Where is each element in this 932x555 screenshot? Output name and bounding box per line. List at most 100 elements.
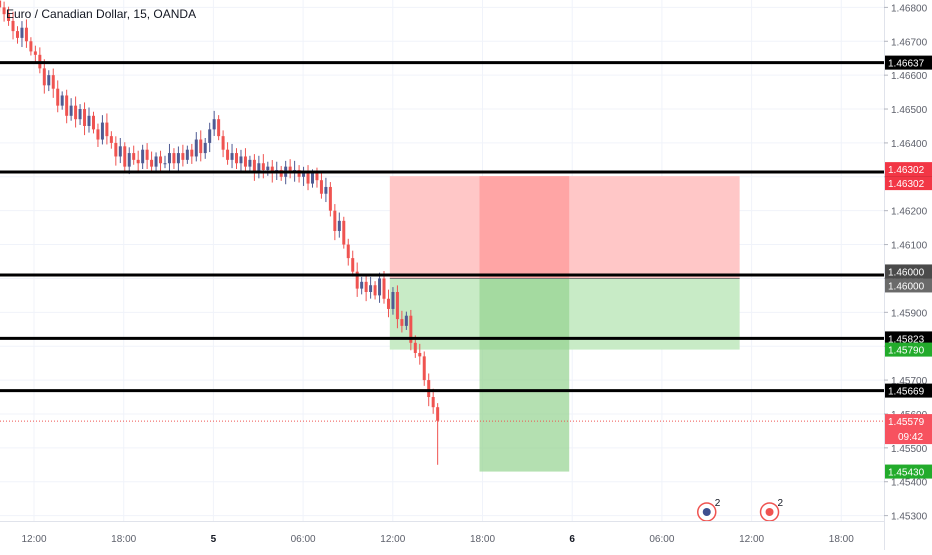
y-tick-label: 1.46600 xyxy=(891,71,928,82)
candle-body xyxy=(418,352,422,357)
candle-body xyxy=(342,220,346,245)
candle-body xyxy=(132,153,136,160)
target-price-badge xyxy=(885,464,932,479)
x-tick-label: 18:00 xyxy=(111,534,136,545)
candle-body xyxy=(422,356,426,381)
event-count: 2 xyxy=(778,498,784,509)
candle-body xyxy=(382,278,386,299)
candle-body xyxy=(0,0,2,8)
candle-body xyxy=(319,180,323,194)
candle-body xyxy=(91,115,95,130)
y-tick-label: 1.46700 xyxy=(891,37,928,48)
candle-body xyxy=(7,14,11,21)
candle-body xyxy=(310,173,314,184)
candle-body xyxy=(355,271,359,289)
candle-body xyxy=(199,139,203,154)
x-tick-label: 12:00 xyxy=(21,534,46,545)
target-price-badge-label: 1.45790 xyxy=(888,346,925,357)
candle-body xyxy=(386,298,390,309)
candle-body xyxy=(413,342,417,353)
y-tick-label: 1.46200 xyxy=(891,207,928,218)
candle-body xyxy=(163,163,167,165)
target-price-badge xyxy=(885,342,932,357)
short-position-2-target-zone xyxy=(479,278,570,472)
candle-body xyxy=(257,163,261,174)
candle-body xyxy=(181,153,185,160)
candle-body xyxy=(105,122,109,137)
candle-body xyxy=(100,122,104,140)
candle-body xyxy=(87,115,91,126)
candle-body xyxy=(136,159,140,164)
candle-body xyxy=(83,109,87,126)
candle-body xyxy=(2,7,6,15)
candle-body xyxy=(400,319,404,326)
candle-body xyxy=(436,407,440,421)
candle-body xyxy=(252,159,256,174)
candle-body xyxy=(203,142,207,154)
stop-price-badge xyxy=(885,162,932,177)
current-price-badge xyxy=(885,414,932,445)
candle-body xyxy=(351,258,355,272)
chart-title: Euro / Canadian Dollar, 15, OANDA xyxy=(6,7,197,21)
y-tick-label: 1.45700 xyxy=(891,376,928,387)
candle-body xyxy=(96,129,100,140)
entry-price-badge xyxy=(885,278,932,293)
target-price-badge-label: 1.45430 xyxy=(888,468,925,479)
y-tick-label: 1.46500 xyxy=(891,105,928,116)
candle-body xyxy=(65,95,69,116)
y-tick-label: 1.46400 xyxy=(891,139,928,150)
level-price-badge-label: 1.45669 xyxy=(888,387,925,398)
candle-body xyxy=(378,278,382,296)
candle-body xyxy=(194,139,198,157)
candle-body xyxy=(243,156,247,167)
candle-body xyxy=(315,173,319,181)
level-price-badge-label: 1.46637 xyxy=(888,59,925,70)
x-tick-label: 6 xyxy=(569,534,575,545)
candle-body xyxy=(395,291,399,320)
candle-body xyxy=(364,281,368,292)
candle-body xyxy=(78,109,82,120)
candle-body xyxy=(123,146,127,167)
candle-body xyxy=(74,105,78,120)
event-marker-dot xyxy=(702,508,711,516)
candle-body xyxy=(167,153,171,164)
candle-body xyxy=(337,220,341,232)
x-tick-label: 12:00 xyxy=(739,534,764,545)
countdown-label: 09:42 xyxy=(898,432,923,443)
candle-body xyxy=(185,149,189,160)
y-tick-label: 1.45300 xyxy=(891,512,928,523)
candle-body xyxy=(302,173,306,177)
y-tick-label: 1.46800 xyxy=(891,3,928,14)
candle-body xyxy=(47,75,51,86)
candle-body xyxy=(306,173,310,184)
y-tick-label: 1.46100 xyxy=(891,241,928,252)
candle-body xyxy=(141,149,145,164)
candle-body xyxy=(56,88,60,106)
candle-body xyxy=(190,149,194,157)
candle-body xyxy=(404,315,408,326)
candle-body xyxy=(328,186,332,211)
candle-body xyxy=(369,285,373,292)
candle-body xyxy=(172,153,176,164)
candle-body xyxy=(226,149,230,160)
candle-body xyxy=(221,136,225,150)
candle-body xyxy=(333,210,337,232)
x-tick-label: 06:00 xyxy=(649,534,674,545)
level-price-badge xyxy=(885,383,932,398)
candle-body xyxy=(248,159,252,167)
candle-body xyxy=(230,153,234,160)
x-tick-label: 18:00 xyxy=(470,534,495,545)
level-price-badge xyxy=(885,55,932,70)
x-tick-label: 06:00 xyxy=(291,534,316,545)
candle-body xyxy=(176,153,180,164)
candle-body xyxy=(109,136,113,143)
candle-body xyxy=(261,163,265,171)
candle-body xyxy=(208,129,212,143)
candle-body xyxy=(391,291,395,309)
candle-body xyxy=(150,159,154,167)
y-tick-label: 1.45900 xyxy=(891,308,928,319)
candle-body xyxy=(431,397,435,408)
y-tick-label: 1.45500 xyxy=(891,444,928,455)
